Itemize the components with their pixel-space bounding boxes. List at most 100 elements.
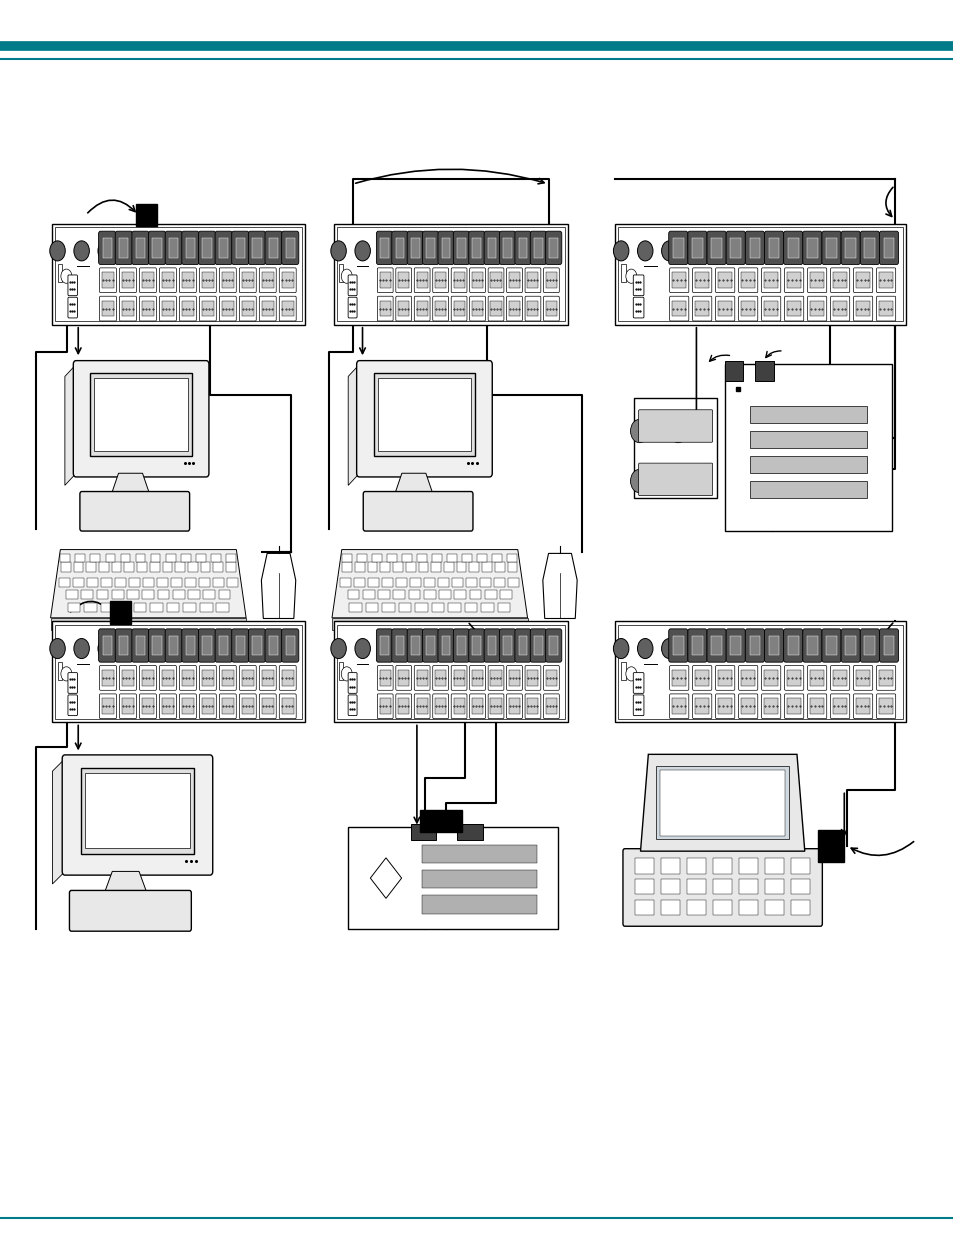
Bar [241,671,253,685]
FancyBboxPatch shape [129,578,139,588]
FancyBboxPatch shape [355,562,364,572]
Circle shape [122,241,137,261]
FancyBboxPatch shape [782,629,801,662]
FancyBboxPatch shape [365,603,378,613]
Circle shape [331,638,346,658]
Bar [660,899,679,915]
Bar [490,273,501,288]
Circle shape [403,638,418,658]
Bar [724,364,891,531]
Bar [186,636,194,656]
FancyBboxPatch shape [213,562,223,572]
Bar [634,879,654,894]
FancyBboxPatch shape [545,629,561,662]
FancyBboxPatch shape [279,694,295,719]
FancyBboxPatch shape [692,268,711,293]
Bar [508,301,519,316]
Bar [659,769,784,836]
Bar [75,553,85,562]
FancyBboxPatch shape [524,666,540,690]
Bar [472,671,482,685]
FancyBboxPatch shape [396,578,407,588]
FancyBboxPatch shape [68,298,77,317]
FancyBboxPatch shape [760,694,780,719]
FancyBboxPatch shape [495,562,504,572]
FancyBboxPatch shape [466,578,476,588]
FancyBboxPatch shape [437,629,454,662]
Bar [863,636,874,656]
FancyBboxPatch shape [392,629,408,662]
FancyBboxPatch shape [281,231,298,264]
Bar [472,238,480,258]
FancyBboxPatch shape [508,578,518,588]
FancyBboxPatch shape [127,590,139,599]
FancyBboxPatch shape [119,694,136,719]
FancyBboxPatch shape [349,603,361,613]
Bar [508,671,519,685]
Polygon shape [348,364,359,485]
Bar [102,238,112,258]
FancyBboxPatch shape [199,694,216,719]
FancyBboxPatch shape [469,562,478,572]
FancyBboxPatch shape [219,694,236,719]
FancyBboxPatch shape [469,296,485,321]
FancyBboxPatch shape [348,275,356,295]
FancyBboxPatch shape [415,603,428,613]
Bar [416,553,426,562]
Bar [426,636,435,656]
Bar [142,273,153,288]
Bar [102,699,113,714]
FancyBboxPatch shape [348,695,356,715]
FancyBboxPatch shape [692,296,711,321]
FancyBboxPatch shape [117,603,130,613]
FancyBboxPatch shape [725,629,744,662]
FancyBboxPatch shape [68,275,77,295]
Bar [421,845,537,863]
Bar [169,636,178,656]
Bar [269,238,278,258]
FancyBboxPatch shape [119,666,136,690]
Bar [844,636,855,656]
FancyBboxPatch shape [342,562,352,572]
FancyBboxPatch shape [232,231,249,264]
FancyBboxPatch shape [879,231,898,264]
Bar [786,301,801,316]
Circle shape [613,638,628,658]
FancyBboxPatch shape [382,578,393,588]
Bar [336,625,564,719]
Bar [374,373,475,456]
FancyBboxPatch shape [395,666,411,690]
Bar [787,238,798,258]
FancyBboxPatch shape [706,231,725,264]
FancyBboxPatch shape [414,268,430,293]
Bar [462,553,472,562]
Bar [456,825,482,840]
Bar [672,636,683,656]
FancyBboxPatch shape [545,231,561,264]
Bar [432,553,441,562]
FancyBboxPatch shape [494,578,504,588]
Bar [492,553,501,562]
FancyBboxPatch shape [167,603,179,613]
Bar [219,636,228,656]
FancyBboxPatch shape [738,268,757,293]
FancyBboxPatch shape [448,603,460,613]
Bar [660,858,679,873]
Bar [334,224,567,325]
Bar [749,456,866,473]
FancyBboxPatch shape [73,562,83,572]
Bar [790,899,809,915]
Bar [441,238,450,258]
Circle shape [50,638,65,658]
FancyBboxPatch shape [133,603,147,613]
Bar [397,699,409,714]
FancyBboxPatch shape [669,694,688,719]
FancyBboxPatch shape [499,590,512,599]
Bar [135,238,145,258]
Bar [832,671,846,685]
Bar [856,273,869,288]
FancyBboxPatch shape [638,410,712,442]
Bar [55,227,302,321]
Polygon shape [332,550,527,618]
FancyBboxPatch shape [139,694,156,719]
